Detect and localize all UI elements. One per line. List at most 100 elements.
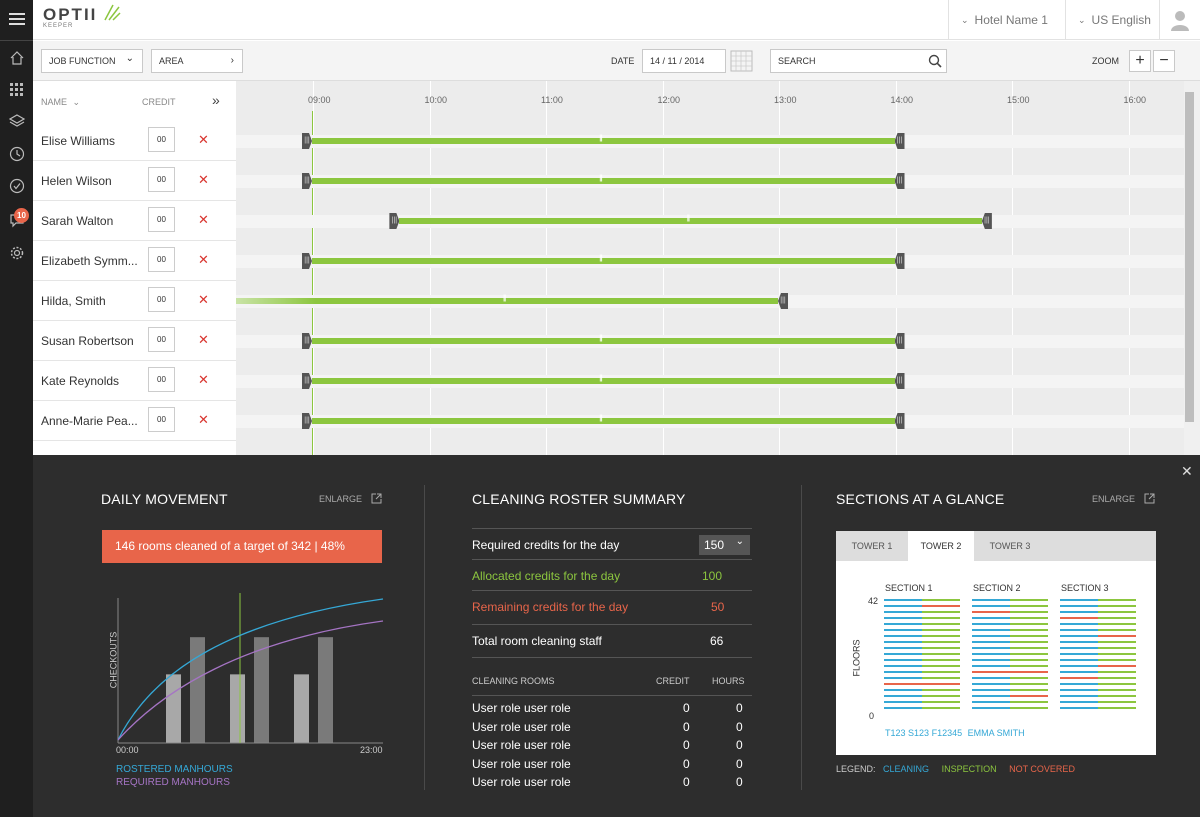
- floor-line[interactable]: [1098, 611, 1136, 613]
- floor-line[interactable]: [884, 701, 922, 703]
- shift-bar-grip-icon[interactable]: |||: [599, 335, 603, 342]
- close-panel-icon[interactable]: ✕: [1181, 463, 1193, 479]
- floor-line[interactable]: [884, 659, 922, 661]
- floor-line[interactable]: [922, 629, 960, 631]
- floor-line[interactable]: [972, 647, 1010, 649]
- floor-line[interactable]: [972, 617, 1010, 619]
- floor-line[interactable]: [1060, 677, 1098, 679]
- floor-line[interactable]: [1060, 701, 1098, 703]
- floor-line[interactable]: [1010, 677, 1048, 679]
- credit-input[interactable]: 00: [148, 207, 175, 232]
- shift-bar[interactable]: |||: [312, 335, 895, 344]
- floor-line[interactable]: [1098, 671, 1136, 673]
- staff-row[interactable]: Helen Wilson 00 ✕: [33, 161, 236, 201]
- floor-line[interactable]: [1010, 611, 1048, 613]
- shift-bar[interactable]: |||: [312, 175, 895, 184]
- remove-staff-icon[interactable]: ✕: [198, 212, 209, 227]
- required-credits-select[interactable]: 150 ⌄: [699, 535, 750, 555]
- floor-line[interactable]: [1098, 599, 1136, 601]
- floor-line[interactable]: [884, 605, 922, 607]
- floor-line[interactable]: [922, 695, 960, 697]
- staff-row[interactable]: Elizabeth Symm... 00 ✕: [33, 241, 236, 281]
- floor-line[interactable]: [1060, 647, 1098, 649]
- floor-line[interactable]: [922, 701, 960, 703]
- floor-line[interactable]: [972, 677, 1010, 679]
- floor-line[interactable]: [1098, 605, 1136, 607]
- floor-line[interactable]: [1098, 695, 1136, 697]
- floor-line[interactable]: [1098, 641, 1136, 643]
- floor-line[interactable]: [972, 665, 1010, 667]
- floor-line[interactable]: [884, 635, 922, 637]
- staff-row[interactable]: Anne-Marie Pea... 00 ✕: [33, 401, 236, 441]
- floor-line[interactable]: [1010, 659, 1048, 661]
- shift-bar-grip-icon[interactable]: |||: [503, 295, 507, 302]
- floor-line[interactable]: [1010, 653, 1048, 655]
- floor-line[interactable]: [1010, 707, 1048, 709]
- shift-bar-grip-icon[interactable]: |||: [599, 255, 603, 262]
- credit-input[interactable]: 00: [148, 167, 175, 192]
- tab-tower-1[interactable]: TOWER 1: [851, 541, 893, 551]
- floor-line[interactable]: [884, 707, 922, 709]
- floor-line[interactable]: [1098, 701, 1136, 703]
- selected-room-detail[interactable]: T123 S123 F12345 EMMA SMITH: [885, 728, 1025, 738]
- floor-line[interactable]: [972, 653, 1010, 655]
- staff-row[interactable]: Hilda, Smith 00 ✕: [33, 281, 236, 321]
- job-function-select[interactable]: JOB FUNCTION ⌄: [41, 49, 143, 73]
- grid-icon[interactable]: [0, 74, 33, 104]
- floor-line[interactable]: [1098, 665, 1136, 667]
- shift-end-handle[interactable]: |||: [894, 333, 905, 349]
- floor-line[interactable]: [922, 617, 960, 619]
- tab-tower-3[interactable]: TOWER 3: [989, 541, 1031, 551]
- shift-bar[interactable]: |||: [312, 375, 895, 384]
- floor-line[interactable]: [884, 599, 922, 601]
- floor-line[interactable]: [1060, 605, 1098, 607]
- shift-bar[interactable]: |||: [236, 295, 778, 304]
- remove-staff-icon[interactable]: ✕: [198, 412, 209, 427]
- floor-line[interactable]: [922, 653, 960, 655]
- floor-line[interactable]: [972, 635, 1010, 637]
- floor-line[interactable]: [922, 599, 960, 601]
- floor-line[interactable]: [972, 605, 1010, 607]
- floor-line[interactable]: [1010, 671, 1048, 673]
- floor-line[interactable]: [1098, 647, 1136, 649]
- search-input[interactable]: SEARCH: [770, 49, 947, 73]
- floor-line[interactable]: [972, 689, 1010, 691]
- shift-end-handle[interactable]: |||: [894, 373, 905, 389]
- shift-start-handle[interactable]: |||: [389, 213, 400, 229]
- floor-line[interactable]: [922, 641, 960, 643]
- floor-line[interactable]: [1010, 647, 1048, 649]
- floor-line[interactable]: [1060, 659, 1098, 661]
- staff-row[interactable]: Susan Robertson 00 ✕: [33, 321, 236, 361]
- floor-line[interactable]: [1060, 695, 1098, 697]
- shift-bar-grip-icon[interactable]: |||: [599, 135, 603, 142]
- floor-line[interactable]: [922, 623, 960, 625]
- floor-line[interactable]: [1010, 635, 1048, 637]
- floor-line[interactable]: [1098, 683, 1136, 685]
- floor-line[interactable]: [1098, 659, 1136, 661]
- shift-start-handle[interactable]: |||: [302, 373, 312, 389]
- floor-line[interactable]: [922, 665, 960, 667]
- floor-line[interactable]: [972, 701, 1010, 703]
- shift-bar[interactable]: |||: [399, 215, 982, 224]
- floor-line[interactable]: [1010, 665, 1048, 667]
- expand-columns-icon[interactable]: »: [212, 92, 220, 108]
- shift-bar[interactable]: |||: [312, 135, 895, 144]
- floor-line[interactable]: [1060, 671, 1098, 673]
- floor-line[interactable]: [922, 647, 960, 649]
- floor-line[interactable]: [1060, 653, 1098, 655]
- floor-line[interactable]: [972, 623, 1010, 625]
- floor-line[interactable]: [972, 629, 1010, 631]
- floor-line[interactable]: [1060, 665, 1098, 667]
- tab-tower-2[interactable]: TOWER 2: [908, 531, 974, 561]
- floor-line[interactable]: [884, 665, 922, 667]
- floor-line[interactable]: [1060, 623, 1098, 625]
- timeline-scrollbar-thumb[interactable]: [1185, 92, 1194, 422]
- floor-line[interactable]: [884, 623, 922, 625]
- floor-line[interactable]: [922, 611, 960, 613]
- floor-line[interactable]: [1060, 689, 1098, 691]
- home-icon[interactable]: [0, 43, 33, 73]
- floor-line[interactable]: [1060, 599, 1098, 601]
- floor-line[interactable]: [884, 683, 922, 685]
- floor-line[interactable]: [1010, 641, 1048, 643]
- floor-line[interactable]: [1098, 707, 1136, 709]
